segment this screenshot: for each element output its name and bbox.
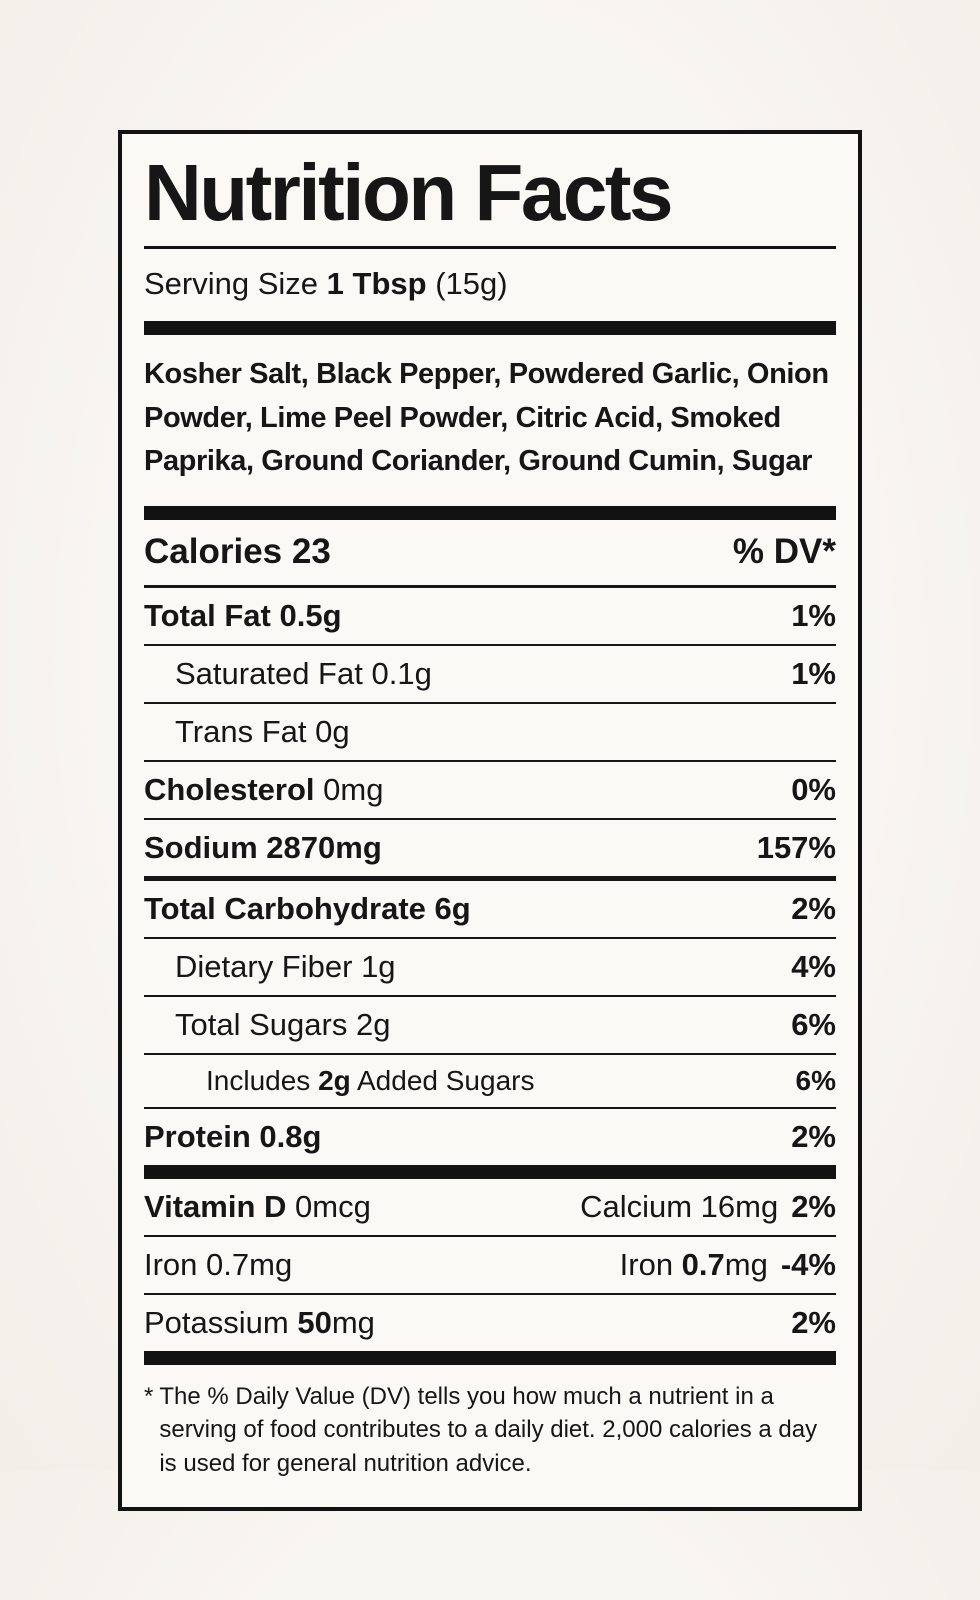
nutrient-amount: 2870mg bbox=[266, 829, 382, 865]
nutrient-dv: 4% bbox=[791, 948, 836, 984]
calories-value: 23 bbox=[291, 531, 331, 571]
nutrient-amount: 2g bbox=[355, 1006, 391, 1042]
nutrition-facts-label: Nutrition Facts Serving Size 1 Tbsp (15g… bbox=[118, 130, 862, 1511]
potassium-dv: 2% bbox=[791, 1304, 836, 1340]
micro-row-vitamin-d-calcium: Vitamin D 0mcg Calcium 16mg 2% bbox=[144, 1179, 836, 1237]
nutrient-dv: 1% bbox=[791, 655, 836, 691]
nutrient-dv: 6% bbox=[791, 1006, 836, 1042]
nutrient-amount: 0mg bbox=[323, 771, 384, 807]
nutrient-name: Total Sugars bbox=[175, 1006, 348, 1042]
footnote-text: The % Daily Value (DV) tells you how muc… bbox=[159, 1382, 818, 1478]
nutrient-name: Sodium bbox=[144, 829, 258, 865]
footnote-divider bbox=[144, 1350, 836, 1365]
nutrient-row-total-carbohydrate: Total Carbohydrate 6g 2% bbox=[144, 881, 836, 939]
nutrient-name: Saturated Fat bbox=[175, 655, 363, 691]
nutrient-row-sodium: Sodium 2870mg 157% bbox=[144, 820, 836, 881]
potassium-post: mg bbox=[331, 1304, 375, 1340]
nutrient-dv: 2% bbox=[791, 890, 836, 926]
label-title: Nutrition Facts bbox=[144, 148, 673, 237]
iron-right-pre: Iron bbox=[619, 1246, 682, 1282]
protein-divider bbox=[144, 1164, 836, 1179]
serving-size-weight: (15g) bbox=[435, 266, 508, 302]
ingredients-list: Kosher Salt, Black Pepper, Powdered Garl… bbox=[144, 358, 829, 478]
nutrient-dv: 2% bbox=[791, 1118, 836, 1154]
nutrient-amount: 0.5g bbox=[279, 597, 342, 633]
calories-row: Calories 23 % DV* bbox=[144, 520, 836, 588]
potassium-bold: 50 bbox=[297, 1304, 332, 1340]
iron-left-text: Iron 0.7mg bbox=[144, 1246, 293, 1282]
nutrient-amount: 6g bbox=[434, 890, 471, 926]
micro-row-iron: Iron 0.7mg Iron 0.7mg -4% bbox=[144, 1237, 836, 1295]
nutrient-amount: 0g bbox=[315, 713, 350, 749]
dv-header: % DV* bbox=[732, 531, 836, 571]
nutrient-row-cholesterol: Cholesterol 0mg 0% bbox=[144, 762, 836, 820]
nutrient-amount: 0.1g bbox=[371, 655, 432, 691]
ingredients-divider bbox=[144, 505, 836, 520]
iron-right-post: mg bbox=[724, 1246, 768, 1282]
footnote-asterisk: * bbox=[144, 1382, 154, 1410]
micro-row-potassium: Potassium 50mg 2% bbox=[144, 1295, 836, 1351]
title-divider bbox=[144, 246, 836, 250]
vitamin-d-amount: 0mcg bbox=[295, 1188, 371, 1224]
serving-size-line: Serving Size 1 Tbsp (15g) bbox=[144, 249, 836, 321]
nutrient-row-trans-fat: Trans Fat 0g bbox=[144, 704, 836, 762]
serving-size-prefix: Serving Size bbox=[144, 266, 319, 302]
serving-size-value: 1 Tbsp bbox=[326, 266, 427, 302]
daily-value-footnote: * The % Daily Value (DV) tells you how m… bbox=[144, 1365, 836, 1481]
nutrient-name: Dietary Fiber bbox=[175, 948, 353, 984]
potassium-pre: Potassium bbox=[144, 1304, 298, 1340]
nutrient-name: Total Fat bbox=[144, 597, 271, 633]
nutrient-dv: 0% bbox=[791, 771, 836, 807]
nutrient-dv: 157% bbox=[756, 829, 836, 865]
nutrient-row-total-sugars: Total Sugars 2g 6% bbox=[144, 997, 836, 1055]
nutrient-row-dietary-fiber: Dietary Fiber 1g 4% bbox=[144, 939, 836, 997]
iron-right-bold: 0.7 bbox=[681, 1246, 725, 1282]
nutrient-dv: 1% bbox=[791, 597, 836, 633]
nutrient-amount: 0.8g bbox=[259, 1118, 322, 1154]
vitamin-d-name: Vitamin D bbox=[144, 1188, 287, 1224]
calories-label: Calories bbox=[144, 531, 283, 571]
nutrient-name: Cholesterol bbox=[144, 771, 315, 807]
nutrient-name: Total Carbohydrate bbox=[144, 890, 426, 926]
nutrient-name: Includes bbox=[206, 1064, 311, 1096]
nutrient-row-total-fat: Total Fat 0.5g 1% bbox=[144, 588, 836, 646]
calcium-dv: 2% bbox=[791, 1188, 836, 1224]
nutrient-name: Protein bbox=[144, 1118, 251, 1154]
serving-divider bbox=[144, 321, 836, 336]
nutrient-name: Trans Fat bbox=[175, 713, 307, 749]
iron-dv: -4% bbox=[780, 1246, 836, 1282]
calories-label-group: Calories 23 bbox=[144, 532, 331, 572]
calcium-text: Calcium 16mg bbox=[580, 1188, 779, 1224]
nutrient-row-saturated-fat: Saturated Fat 0.1g 1% bbox=[144, 646, 836, 704]
nutrient-suffix: Added Sugars bbox=[357, 1064, 535, 1096]
nutrient-row-protein: Protein 0.8g 2% bbox=[144, 1109, 836, 1165]
nutrient-row-added-sugars: Includes 2g Added Sugars 6% bbox=[144, 1055, 836, 1109]
nutrient-dv: 6% bbox=[795, 1064, 836, 1096]
nutrient-amount: 1g bbox=[361, 948, 396, 984]
nutrient-amount-bold: 2g bbox=[318, 1064, 351, 1096]
